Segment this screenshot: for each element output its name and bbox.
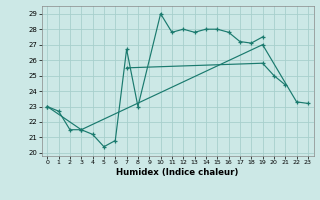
X-axis label: Humidex (Indice chaleur): Humidex (Indice chaleur) [116, 168, 239, 177]
